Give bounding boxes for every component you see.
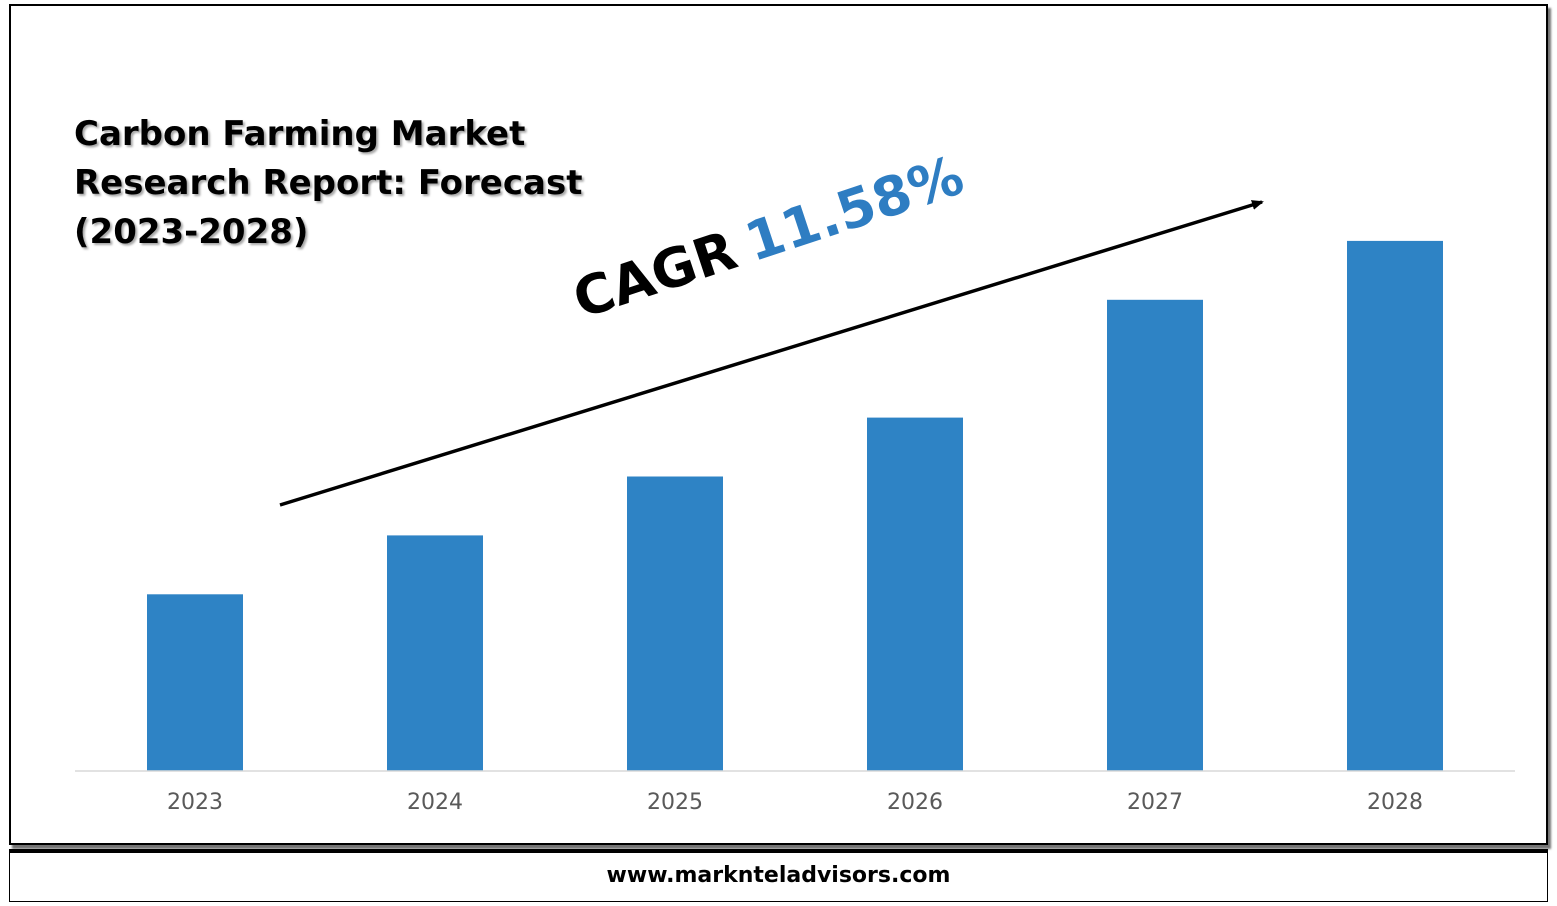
bar-2027 bbox=[1107, 299, 1203, 771]
bar-2024 bbox=[387, 535, 483, 771]
x-tick-label-2028: 2028 bbox=[1367, 790, 1423, 815]
bar-2023 bbox=[147, 594, 243, 771]
chart-title: Carbon Farming Market Research Report: F… bbox=[74, 114, 583, 252]
chart-panel bbox=[9, 4, 1548, 845]
bar-2028 bbox=[1347, 240, 1443, 771]
x-tick-labels: 2023 2024 2025 2026 2027 2028 bbox=[167, 790, 1423, 815]
footer-bar bbox=[9, 849, 1548, 902]
x-tick-label-2026: 2026 bbox=[887, 790, 943, 815]
bar-2025 bbox=[627, 476, 723, 771]
x-tick-label-2025: 2025 bbox=[647, 790, 703, 815]
bars-group bbox=[147, 240, 1443, 771]
cagr-trend-arrow bbox=[279, 200, 1264, 507]
bar-2026 bbox=[867, 417, 963, 771]
x-tick-label-2024: 2024 bbox=[407, 790, 463, 815]
x-tick-label-2023: 2023 bbox=[167, 790, 223, 815]
footer-website-url: www.marknteladvisors.com bbox=[606, 863, 951, 888]
x-tick-label-2027: 2027 bbox=[1127, 790, 1183, 815]
